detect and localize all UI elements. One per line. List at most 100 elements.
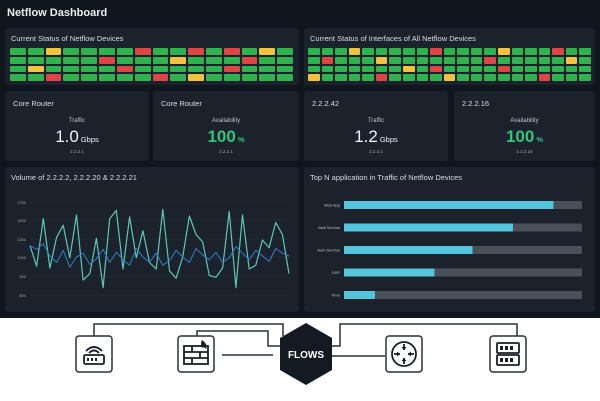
device-status-cell[interactable] bbox=[63, 74, 80, 81]
interface-status-cell[interactable] bbox=[497, 56, 510, 64]
interface-status-cell[interactable] bbox=[538, 74, 551, 81]
interface-status-cell[interactable] bbox=[497, 74, 510, 81]
interface-status-cell[interactable] bbox=[443, 74, 456, 81]
device-status-cell[interactable] bbox=[223, 74, 240, 81]
device-status-cell[interactable] bbox=[63, 56, 80, 64]
interface-status-cell[interactable] bbox=[362, 56, 374, 64]
device-status-cell[interactable] bbox=[277, 65, 293, 73]
interface-status-cell[interactable] bbox=[308, 74, 320, 81]
device-status-cell[interactable] bbox=[27, 74, 44, 81]
device-status-cell[interactable] bbox=[241, 74, 258, 81]
interface-status-cell[interactable] bbox=[511, 56, 524, 64]
interface-status-cell[interactable] bbox=[402, 48, 415, 55]
interface-status-cell[interactable] bbox=[443, 65, 456, 73]
interface-status-cell[interactable] bbox=[565, 74, 578, 81]
interface-status-cell[interactable] bbox=[321, 65, 334, 73]
interface-status-cell[interactable] bbox=[375, 56, 388, 64]
device-status-cell[interactable] bbox=[10, 56, 26, 64]
device-status-cell[interactable] bbox=[45, 56, 62, 64]
interface-status-cell[interactable] bbox=[416, 48, 429, 55]
interface-status-cell[interactable] bbox=[362, 74, 374, 81]
device-status-cell[interactable] bbox=[63, 48, 80, 55]
device-status-cell[interactable] bbox=[205, 65, 222, 73]
device-status-cell[interactable] bbox=[63, 65, 80, 73]
interface-status-cell[interactable] bbox=[457, 56, 469, 64]
device-status-cell[interactable] bbox=[81, 74, 98, 81]
server-icon[interactable] bbox=[489, 335, 527, 373]
device-status-cell[interactable] bbox=[259, 56, 276, 64]
interface-status-cell[interactable] bbox=[538, 48, 551, 55]
device-status-cell[interactable] bbox=[27, 48, 44, 55]
device-status-cell[interactable] bbox=[152, 74, 169, 81]
interface-status-cell[interactable] bbox=[402, 65, 415, 73]
device-status-cell[interactable] bbox=[259, 48, 276, 55]
interface-status-cell[interactable] bbox=[375, 74, 388, 81]
interface-status-cell[interactable] bbox=[525, 56, 537, 64]
interface-status-cell[interactable] bbox=[565, 65, 578, 73]
interface-status-cell[interactable] bbox=[348, 74, 361, 81]
device-status-cell[interactable] bbox=[99, 56, 115, 64]
interface-status-cell[interactable] bbox=[443, 48, 456, 55]
interface-status-cell[interactable] bbox=[457, 48, 469, 55]
interface-status-cell[interactable] bbox=[335, 65, 347, 73]
interface-status-cell[interactable] bbox=[430, 56, 442, 64]
interface-status-cell[interactable] bbox=[565, 48, 578, 55]
volume-series-line[interactable] bbox=[29, 208, 290, 289]
interface-status-cell[interactable] bbox=[389, 65, 401, 73]
device-status-cell[interactable] bbox=[134, 65, 151, 73]
interface-status-cell[interactable] bbox=[579, 56, 591, 64]
interface-status-cell[interactable] bbox=[416, 65, 429, 73]
interface-status-cell[interactable] bbox=[484, 74, 496, 81]
stat-card-2-2-2-16-availability[interactable]: 2.2.2.16 Availability 100% 2.2.2.16 bbox=[454, 91, 595, 161]
interface-status-cell[interactable] bbox=[416, 56, 429, 64]
device-status-cell[interactable] bbox=[45, 48, 62, 55]
device-status-cell[interactable] bbox=[170, 56, 187, 64]
firewall-icon[interactable] bbox=[177, 335, 215, 373]
device-status-cell[interactable] bbox=[259, 74, 276, 81]
device-status-cell[interactable] bbox=[134, 74, 151, 81]
device-status-cell[interactable] bbox=[205, 48, 222, 55]
device-status-cell[interactable] bbox=[99, 48, 115, 55]
interface-status-cell[interactable] bbox=[402, 74, 415, 81]
device-status-cell[interactable] bbox=[27, 56, 44, 64]
interface-status-cell[interactable] bbox=[484, 56, 496, 64]
device-status-cell[interactable] bbox=[277, 56, 293, 64]
bar-value[interactable] bbox=[344, 268, 435, 277]
interface-status-cell[interactable] bbox=[321, 74, 334, 81]
device-status-cell[interactable] bbox=[10, 48, 26, 55]
interface-status-cell[interactable] bbox=[525, 48, 537, 55]
device-status-cell[interactable] bbox=[134, 48, 151, 55]
device-status-cell[interactable] bbox=[170, 48, 187, 55]
device-status-cell[interactable] bbox=[188, 65, 204, 73]
device-status-cell[interactable] bbox=[223, 56, 240, 64]
interface-status-cell[interactable] bbox=[321, 56, 334, 64]
device-status-cell[interactable] bbox=[223, 48, 240, 55]
topn-bar-chart[interactable]: Web App Mail Service Auth Service DSP Time bbox=[304, 167, 595, 312]
interface-status-cell[interactable] bbox=[497, 65, 510, 73]
interface-status-cell[interactable] bbox=[552, 74, 564, 81]
interface-status-cell[interactable] bbox=[579, 74, 591, 81]
interface-status-cell[interactable] bbox=[484, 48, 496, 55]
interface-status-cell[interactable] bbox=[362, 65, 374, 73]
device-status-cell[interactable] bbox=[205, 56, 222, 64]
interface-status-cell[interactable] bbox=[321, 48, 334, 55]
device-status-cell[interactable] bbox=[170, 74, 187, 81]
interface-status-cell[interactable] bbox=[511, 65, 524, 73]
device-status-cell[interactable] bbox=[152, 56, 169, 64]
interface-status-cell[interactable] bbox=[389, 74, 401, 81]
interface-status-cell[interactable] bbox=[375, 48, 388, 55]
interface-status-cell[interactable] bbox=[511, 48, 524, 55]
device-status-cell[interactable] bbox=[45, 65, 62, 73]
interface-status-cell[interactable] bbox=[308, 65, 320, 73]
device-status-cell[interactable] bbox=[277, 74, 293, 81]
device-status-cell[interactable] bbox=[81, 65, 98, 73]
interface-status-cell[interactable] bbox=[538, 56, 551, 64]
interface-status-cell[interactable] bbox=[389, 56, 401, 64]
interface-status-cell[interactable] bbox=[375, 65, 388, 73]
interface-status-cell[interactable] bbox=[511, 74, 524, 81]
interface-status-cell[interactable] bbox=[430, 48, 442, 55]
device-status-cell[interactable] bbox=[188, 56, 204, 64]
interface-status-cell[interactable] bbox=[470, 65, 483, 73]
interface-status-cell[interactable] bbox=[335, 74, 347, 81]
device-status-cell[interactable] bbox=[116, 48, 133, 55]
